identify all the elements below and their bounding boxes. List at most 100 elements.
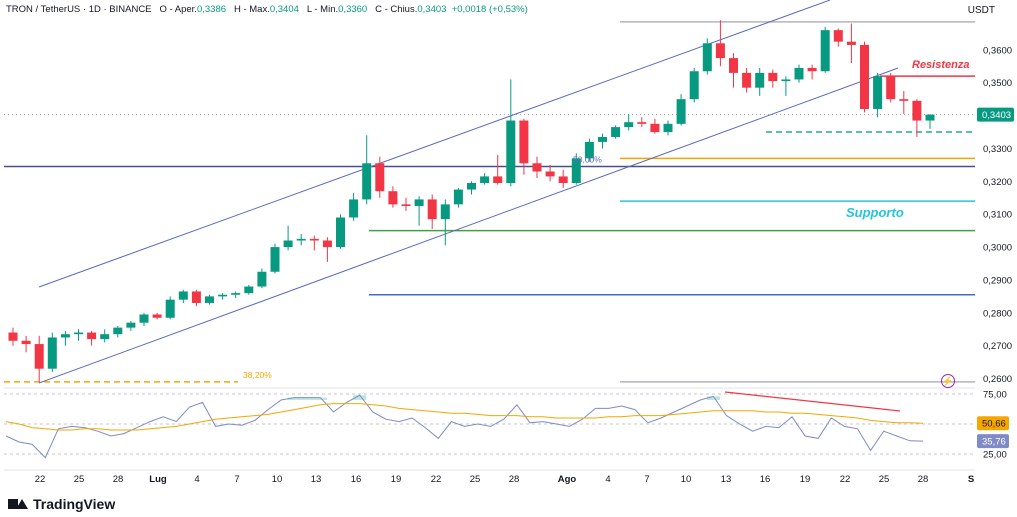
candle-body	[440, 204, 450, 220]
candle-body	[152, 314, 162, 318]
time-tick-label: 28	[509, 474, 520, 485]
candle-body	[873, 76, 883, 110]
candle-body	[729, 58, 738, 73]
time-tick-label: 19	[800, 474, 811, 485]
candle-body	[218, 294, 228, 297]
candle-body	[493, 176, 503, 183]
candle-body	[519, 120, 529, 164]
candle-body	[571, 158, 581, 183]
rsi-tick-label: 75,00	[983, 390, 1007, 401]
close-label: C - Chius.	[375, 4, 418, 15]
low-label: L - Min.	[306, 4, 339, 15]
candle-body	[8, 332, 18, 341]
time-tick-label: 16	[351, 474, 362, 485]
price-tick-label: 0,2800	[983, 308, 1012, 319]
open-label: O - Aper.	[159, 4, 197, 15]
close-value: 0,3403	[417, 4, 447, 15]
price-tick-label: 0,2900	[983, 275, 1012, 286]
price-tick-label: 0,2600	[983, 374, 1012, 385]
candle-body	[794, 67, 804, 80]
candle-body	[676, 99, 686, 124]
candle-body	[833, 30, 843, 42]
time-tick-label: 19	[391, 474, 402, 485]
candle-body	[467, 182, 476, 190]
rsi-ma-label: 50,66	[982, 419, 1006, 430]
rsi-value-badge	[977, 434, 1009, 449]
time-tick-label: 22	[35, 474, 46, 485]
time-tick-label: 22	[431, 474, 442, 485]
candle-body	[453, 189, 463, 205]
chart-annotation: 38,20%	[243, 370, 272, 380]
brand-name: TradingView	[33, 496, 116, 512]
candle-body	[349, 199, 359, 218]
candle-body	[781, 79, 791, 82]
candle-body	[47, 337, 57, 369]
chart-annotation: Resistenza	[912, 59, 969, 71]
high-label: H - Max.	[233, 4, 270, 15]
candle-body	[257, 271, 267, 287]
price-tick-label: 0,3000	[983, 243, 1012, 254]
current-price-label: 0,3403	[982, 110, 1011, 121]
candle-body	[74, 332, 83, 335]
candle-body	[165, 299, 175, 318]
candle-body	[375, 163, 385, 192]
rsi-ma-line	[5, 403, 924, 431]
candle-body	[886, 76, 896, 100]
tradingview-logo: TradingView	[8, 496, 115, 512]
candle-body	[598, 136, 607, 142]
candle-body	[283, 240, 293, 248]
time-tick-label: 13	[721, 474, 732, 485]
rsi-value-label: 35,76	[982, 437, 1006, 448]
candle-body	[506, 120, 516, 183]
candle-body	[663, 123, 673, 133]
time-tick-label: Lug	[149, 474, 167, 485]
chart-annotation: Supporto	[846, 205, 904, 220]
candle-body	[322, 240, 332, 248]
time-tick-label: 25	[879, 474, 890, 485]
candle-body	[362, 163, 372, 200]
time-tick-label: 10	[272, 474, 283, 485]
candle-body	[860, 44, 869, 110]
chart-annotation: 50,00%	[573, 154, 602, 164]
time-tick-label: 16	[760, 474, 771, 485]
time-tick-label: 7	[234, 474, 239, 485]
candle-body	[231, 293, 241, 295]
candle-body	[100, 334, 110, 340]
candle-body	[414, 199, 424, 206]
channel-lower-line	[38, 67, 899, 384]
candle-body	[925, 114, 935, 121]
channel-upper-line	[38, 0, 831, 288]
time-tick-label: 13	[311, 474, 322, 485]
time-tick-label: 7	[644, 474, 649, 485]
candle-body	[532, 163, 542, 172]
low-value: 0,3360	[338, 4, 368, 15]
time-tick-label: 10	[681, 474, 692, 485]
time-tick-label: 25	[74, 474, 85, 485]
price-tick-label: 0,3600	[983, 45, 1012, 56]
candle-body	[427, 199, 437, 220]
candle-body	[87, 332, 97, 340]
current-price-badge	[977, 107, 1014, 122]
change-value: +0,0018 (+0,53%)	[451, 4, 528, 15]
candle-body	[755, 72, 765, 88]
candle-body	[336, 217, 345, 248]
tradingview-mark-icon	[8, 497, 28, 511]
candle-body	[139, 314, 149, 323]
candle-body	[715, 43, 725, 59]
candle-body	[270, 247, 280, 272]
price-tick-label: 0,3500	[983, 78, 1012, 89]
axis-unit: USDT	[967, 5, 995, 16]
time-tick-label: 4	[605, 474, 610, 485]
rsi-tick-label: 25,00	[983, 450, 1007, 461]
candle-body	[820, 30, 830, 72]
symbol-name: TRON / TetherUS · 1D · BINANCE	[6, 4, 152, 15]
candle-body	[309, 238, 319, 241]
time-tick-label: 28	[113, 474, 124, 485]
candle-body	[807, 67, 817, 72]
symbol-header: TRON / TetherUS · 1D · BINANCE O - Aper.…	[6, 4, 528, 15]
time-tick-label: 28	[918, 474, 929, 485]
candle-body	[702, 43, 712, 72]
alert-icon[interactable]: ⚡	[941, 374, 955, 388]
candle-body	[178, 291, 188, 300]
